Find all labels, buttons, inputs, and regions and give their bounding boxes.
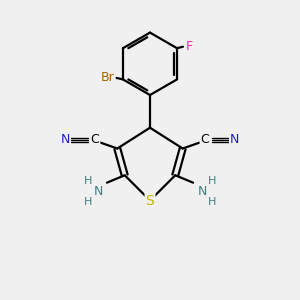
Text: N: N (197, 185, 207, 198)
Text: C: C (91, 133, 99, 146)
Text: N: N (93, 185, 103, 198)
Text: H: H (208, 176, 217, 186)
Text: N: N (61, 133, 70, 146)
Text: N: N (230, 133, 239, 146)
Text: H: H (83, 176, 92, 186)
Text: F: F (186, 40, 193, 53)
Text: S: S (146, 194, 154, 208)
Text: C: C (201, 133, 209, 146)
Text: H: H (83, 197, 92, 207)
Text: H: H (208, 197, 217, 207)
Text: Br: Br (100, 71, 114, 84)
